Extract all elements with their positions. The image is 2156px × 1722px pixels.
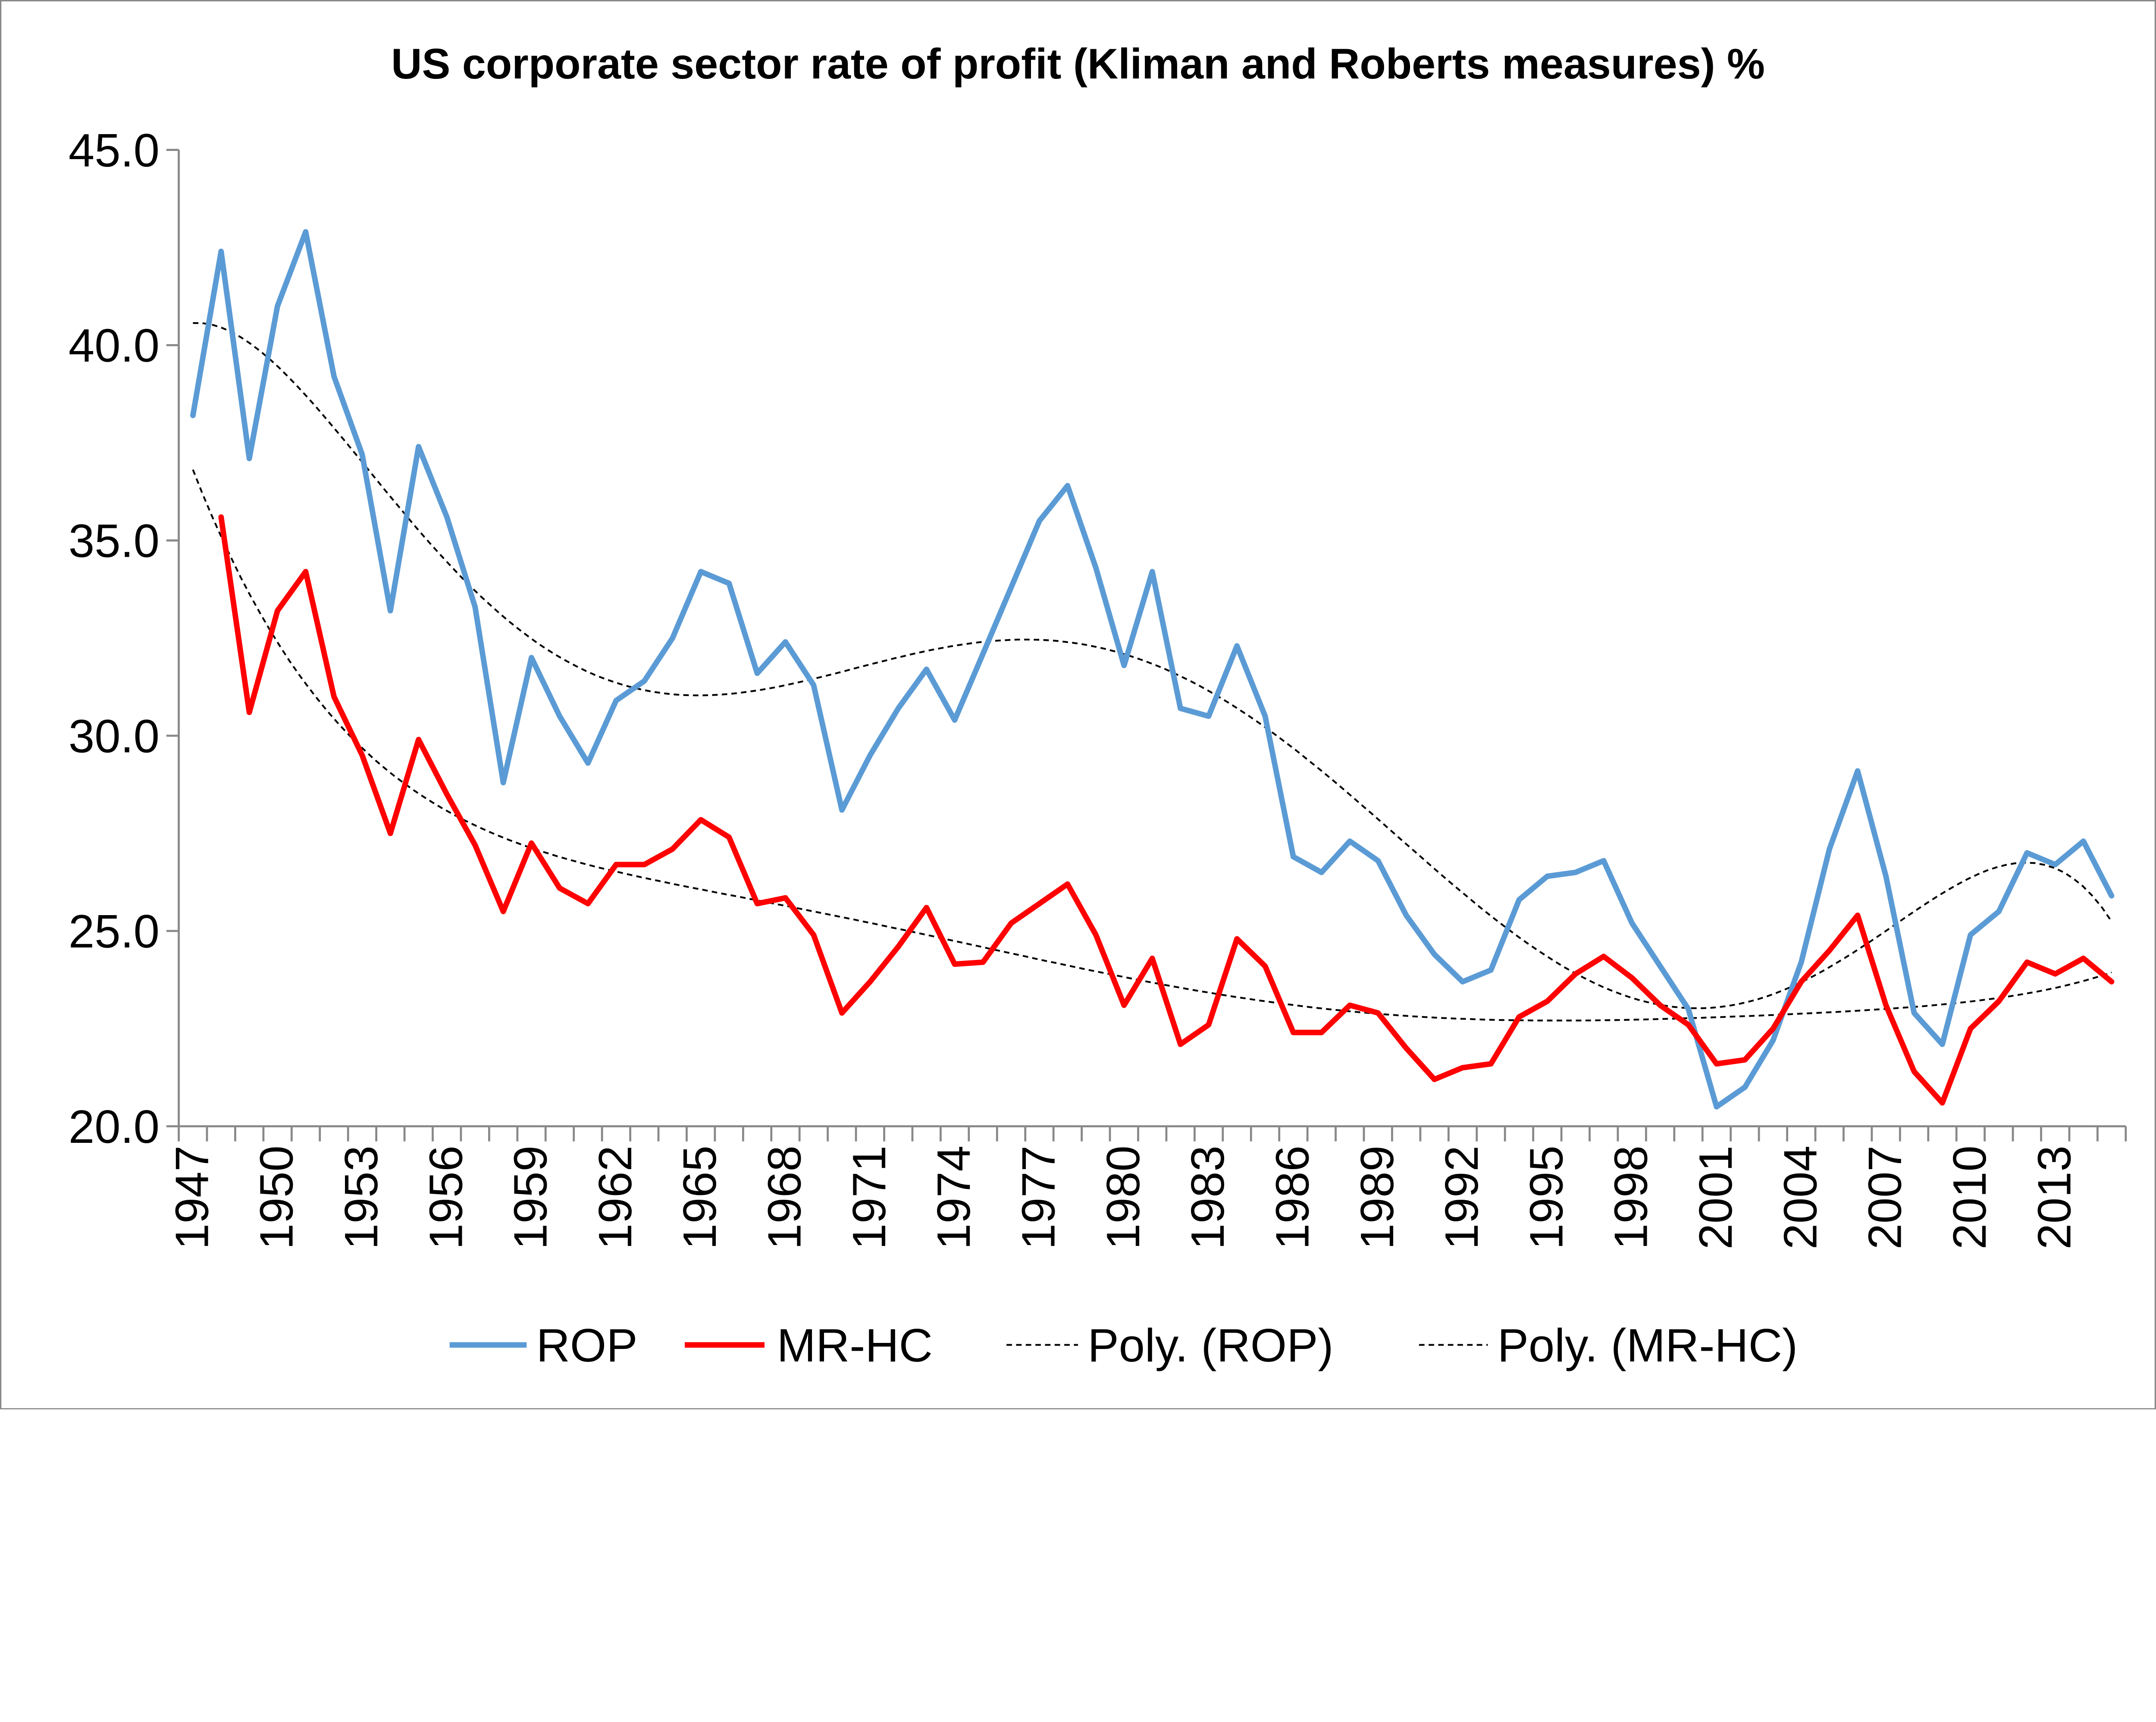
x-tick-label: 1977 bbox=[1012, 1145, 1065, 1249]
x-tick-label: 1989 bbox=[1351, 1145, 1403, 1249]
y-tick-label: 20.0 bbox=[69, 1101, 160, 1153]
x-tick-label: 1971 bbox=[843, 1145, 895, 1249]
y-tick-label: 45.0 bbox=[69, 124, 160, 176]
trendline-mr-hc bbox=[192, 469, 2112, 1022]
x-tick-label: 1953 bbox=[335, 1145, 387, 1249]
x-tick-label: 1974 bbox=[928, 1145, 980, 1249]
x-tick-label: 2010 bbox=[1943, 1145, 1996, 1249]
series-line-mr-hc bbox=[218, 514, 2115, 1106]
chart-title: US corporate sector rate of profit (Klim… bbox=[391, 40, 1765, 88]
x-tick-label: 1998 bbox=[1605, 1145, 1657, 1249]
y-tick-label: 25.0 bbox=[69, 905, 160, 957]
x-tick-label: 1962 bbox=[589, 1145, 641, 1249]
x-axis: 1947 1950 1953 1956 1959 1962 1965 1968 1971 1974… bbox=[166, 1125, 2127, 1249]
legend: ROP MR-HC Poly. (ROP) Poly. (MR-HC) bbox=[449, 1319, 1798, 1371]
chart: US corporate sector rate of profit (Klim… bbox=[0, 0, 2156, 1410]
x-tick-label: 2001 bbox=[1689, 1145, 1742, 1249]
y-tick-label: 40.0 bbox=[69, 320, 160, 372]
x-tick-label: 1986 bbox=[1266, 1145, 1318, 1249]
x-tick-label: 1980 bbox=[1097, 1145, 1149, 1249]
x-tick-label: 1950 bbox=[251, 1145, 303, 1249]
trendline-rop bbox=[193, 322, 2112, 1010]
x-tick-label: 1968 bbox=[758, 1145, 811, 1249]
legend-label: Poly. (MR-HC) bbox=[1498, 1319, 1798, 1371]
trendlines bbox=[192, 322, 2112, 1022]
x-tick-label: 1959 bbox=[505, 1145, 557, 1249]
y-tick-label: 35.0 bbox=[69, 514, 160, 567]
chart-border bbox=[0, 0, 2156, 1410]
x-tick-label: 1965 bbox=[674, 1145, 726, 1249]
legend-label: ROP bbox=[536, 1319, 638, 1371]
legend-label: MR-HC bbox=[777, 1319, 933, 1371]
series-line-rop bbox=[190, 229, 2115, 1110]
x-tick-label: 1956 bbox=[420, 1145, 472, 1249]
y-tick-label: 30.0 bbox=[69, 710, 160, 762]
x-tick-label: 1983 bbox=[1181, 1145, 1234, 1249]
series-lines bbox=[190, 229, 2115, 1110]
x-tick-label: 1992 bbox=[1435, 1145, 1488, 1249]
legend-label: Poly. (ROP) bbox=[1087, 1319, 1333, 1371]
y-axis: 20.0 25.0 30.0 35.0 40.0 45.0 bbox=[69, 124, 180, 1153]
x-tick-label: 2013 bbox=[2028, 1145, 2080, 1249]
x-tick-label: 2004 bbox=[1774, 1145, 1826, 1249]
x-tick-label: 1995 bbox=[1520, 1145, 1572, 1249]
x-tick-label: 2007 bbox=[1859, 1145, 1911, 1249]
x-tick-label: 1947 bbox=[166, 1145, 218, 1249]
